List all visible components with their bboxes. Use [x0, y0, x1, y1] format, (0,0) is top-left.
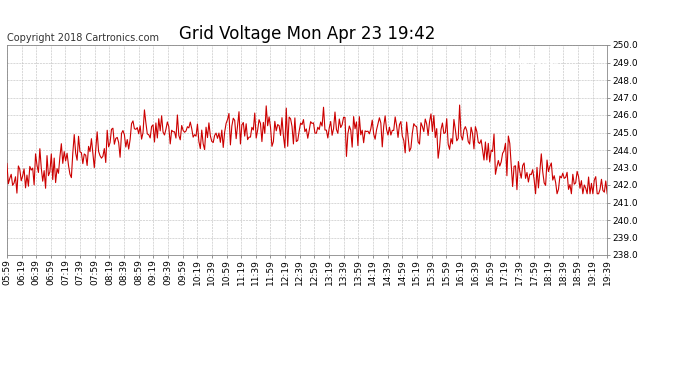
Text: Copyright 2018 Cartronics.com: Copyright 2018 Cartronics.com	[7, 33, 159, 43]
Title: Grid Voltage Mon Apr 23 19:42: Grid Voltage Mon Apr 23 19:42	[179, 26, 435, 44]
